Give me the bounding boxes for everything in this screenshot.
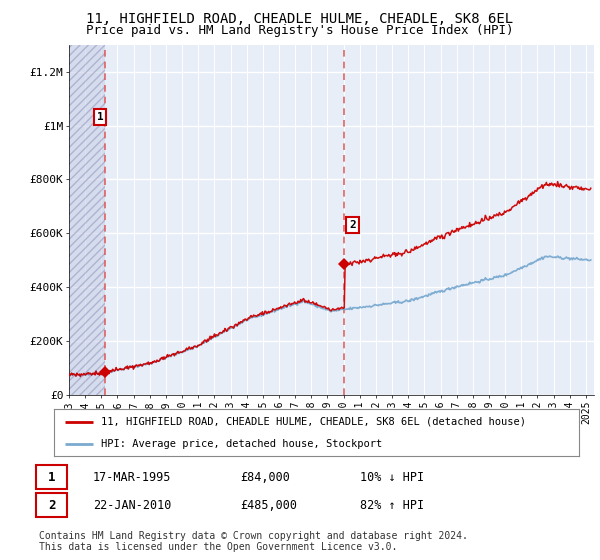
Text: 22-JAN-2010: 22-JAN-2010 bbox=[93, 498, 172, 512]
Text: 17-MAR-1995: 17-MAR-1995 bbox=[93, 470, 172, 484]
Text: 11, HIGHFIELD ROAD, CHEADLE HULME, CHEADLE, SK8 6EL: 11, HIGHFIELD ROAD, CHEADLE HULME, CHEAD… bbox=[86, 12, 514, 26]
Text: 10% ↓ HPI: 10% ↓ HPI bbox=[360, 470, 424, 484]
Text: HPI: Average price, detached house, Stockport: HPI: Average price, detached house, Stoc… bbox=[101, 438, 383, 449]
Text: £84,000: £84,000 bbox=[240, 470, 290, 484]
Bar bbox=[69, 45, 104, 395]
Text: 1: 1 bbox=[48, 470, 55, 484]
Text: Price paid vs. HM Land Registry's House Price Index (HPI): Price paid vs. HM Land Registry's House … bbox=[86, 24, 514, 36]
Text: 2: 2 bbox=[48, 498, 55, 512]
Text: £485,000: £485,000 bbox=[240, 498, 297, 512]
Text: 1: 1 bbox=[97, 112, 103, 122]
Text: Contains HM Land Registry data © Crown copyright and database right 2024.
This d: Contains HM Land Registry data © Crown c… bbox=[39, 531, 468, 553]
Text: 11, HIGHFIELD ROAD, CHEADLE HULME, CHEADLE, SK8 6EL (detached house): 11, HIGHFIELD ROAD, CHEADLE HULME, CHEAD… bbox=[101, 417, 526, 427]
Text: 82% ↑ HPI: 82% ↑ HPI bbox=[360, 498, 424, 512]
Text: 2: 2 bbox=[349, 220, 356, 230]
